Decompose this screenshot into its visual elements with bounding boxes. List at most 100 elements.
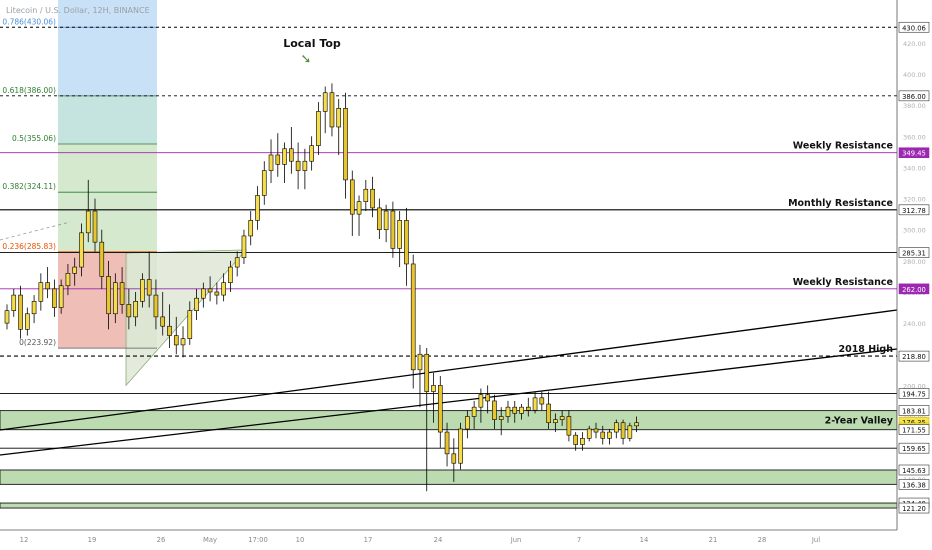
price-label-box	[898, 502, 930, 514]
candle-up	[498, 416, 504, 420]
support-zone-2	[0, 469, 898, 485]
candle-down	[173, 335, 179, 346]
price-axis[interactable]: 420.00 400.00 380.00 360.00 340.00 320.00 300.…	[896, 0, 932, 550]
candle-up	[465, 416, 470, 430]
candle-up	[79, 232, 84, 268]
candle-down	[437, 385, 443, 433]
candle-up	[417, 353, 423, 371]
candle-up	[627, 425, 633, 439]
time-tick: 14	[640, 536, 649, 544]
fib-zone-786	[58, 0, 157, 96]
candle-up	[65, 272, 71, 287]
candle-up	[72, 266, 77, 274]
candle-up	[268, 154, 274, 171]
candle-up	[255, 195, 260, 221]
candle-up	[559, 416, 565, 420]
weekly-resistance-lower-label: Weekly Resistance	[793, 277, 893, 288]
candle-down	[119, 282, 125, 305]
candle-down	[404, 220, 409, 265]
trendline-upper	[0, 309, 898, 431]
price-tick: 300.00	[903, 227, 926, 235]
candle-up	[25, 313, 30, 330]
candle-down	[295, 160, 301, 171]
candle-down	[92, 210, 98, 243]
candle-down	[546, 403, 551, 424]
time-tick: Jul	[811, 536, 820, 544]
candle-up	[322, 92, 328, 112]
price-label-box	[898, 442, 930, 454]
candle-down	[444, 431, 450, 455]
candle-down	[160, 316, 166, 327]
candle-down	[207, 288, 213, 293]
candle-down	[167, 325, 172, 336]
candle-down	[573, 434, 578, 445]
price-label: 349.45	[902, 150, 926, 158]
candle-down	[424, 353, 430, 392]
fib-retracement: 0.786(430.06) 0.618(386.00) 0.5(355.06) 0.3…	[2, 0, 247, 387]
price-label: 285.31	[902, 250, 926, 258]
candle-up	[613, 422, 619, 433]
time-tick: 7	[577, 536, 581, 544]
price-label: 136.38	[902, 481, 926, 489]
time-tick: 26	[157, 536, 166, 544]
candle-up	[133, 301, 138, 318]
candle-up	[363, 188, 369, 202]
fib-zone-618	[58, 95, 157, 145]
price-label-box	[898, 388, 930, 399]
candle-up	[201, 288, 206, 299]
candle-up	[519, 406, 524, 414]
candle-down	[99, 241, 105, 277]
price-label: 159.65	[902, 445, 926, 453]
price-label: 430.06	[902, 24, 926, 32]
price-label-box	[898, 405, 930, 416]
candle-down	[45, 282, 50, 290]
candle-down	[593, 428, 599, 433]
fib-label: 0.786(430.06)	[2, 17, 56, 26]
price-label: 171.55	[902, 427, 926, 435]
support-zone-1	[0, 410, 898, 431]
candle-up	[580, 437, 585, 445]
candle-up	[234, 257, 240, 268]
price-label-box	[898, 424, 930, 435]
price-label-box	[898, 204, 930, 216]
time-tick: 21	[709, 536, 718, 544]
price-label-box	[898, 479, 930, 490]
candle-up	[505, 406, 511, 417]
candle-up	[140, 279, 145, 302]
fib-label: 0.382(324.11)	[2, 182, 56, 191]
candle-up	[553, 419, 558, 424]
time-tick: May	[203, 536, 217, 544]
price-tick: 380.00	[903, 102, 926, 110]
candle-down	[289, 148, 294, 162]
weekly-resistance-upper-label: Weekly Resistance	[793, 141, 893, 152]
price-tick: 400.00	[903, 71, 926, 79]
candle-up	[458, 428, 463, 464]
two-year-valley-label: 2-Year Valley	[825, 416, 894, 427]
time-axis[interactable]: 12 19 26 May 17:00 10 17 24 Jun 7 14 21 28 Jul	[0, 529, 897, 550]
zones-layer	[0, 410, 898, 509]
candle-up	[634, 422, 639, 427]
price-label: 121.20	[902, 505, 926, 513]
candle-down	[214, 291, 220, 296]
candle-down	[390, 210, 396, 249]
local-top-label: Local Top	[283, 37, 341, 50]
candle-up	[532, 397, 538, 411]
candle-up	[586, 428, 592, 439]
candle-down	[512, 406, 518, 414]
price-tick: 320.00	[903, 196, 926, 204]
time-tick: Jun	[510, 536, 522, 544]
time-tick: 10	[296, 536, 305, 544]
trendline-lower	[0, 348, 898, 456]
candle-up	[309, 145, 314, 162]
candle-down	[525, 406, 531, 411]
time-tick: 28	[758, 536, 767, 544]
candle-up	[31, 301, 37, 315]
fib-label: 0.618(386.00)	[2, 86, 56, 95]
candle-down	[329, 92, 335, 128]
wedge-triangle	[125, 249, 247, 387]
support-zone-3	[0, 502, 898, 509]
time-tick: 24	[434, 536, 443, 544]
candle-up	[478, 394, 484, 408]
fib-label: 0(223.92)	[19, 338, 56, 347]
